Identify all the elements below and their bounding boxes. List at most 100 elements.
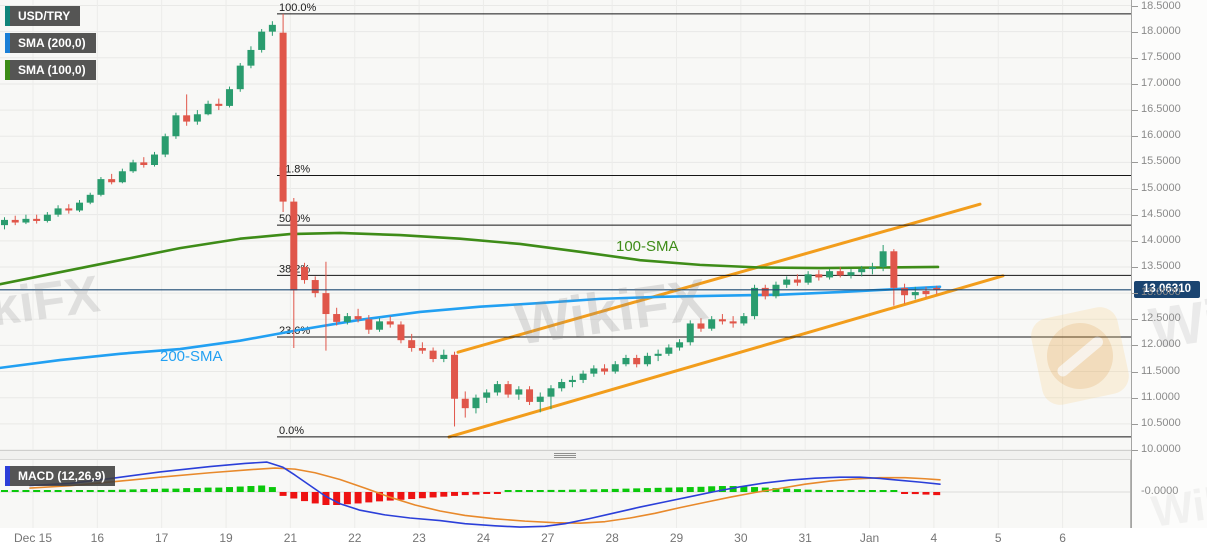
candle-body: [215, 103, 223, 106]
candle-body: [568, 379, 576, 383]
price-chart-plot[interactable]: 100.0%61.8%50.0%38.2%23.6%0.0%: [0, 0, 1131, 450]
legend-sma100[interactable]: SMA (100,0): [5, 60, 96, 80]
candle-body: [922, 291, 930, 295]
macd-histogram-bar: [686, 487, 694, 492]
divider-grip-icon[interactable]: [554, 452, 576, 458]
sma100-label: 100-SMA: [616, 238, 679, 255]
fib-label: 61.8%: [279, 163, 310, 175]
macd-histogram-bar: [161, 488, 169, 492]
macd-axis-label: -0.0000: [1141, 485, 1179, 497]
axis-tick: [1132, 345, 1138, 347]
macd-plot[interactable]: [0, 460, 1130, 528]
price-tick-label: 14.0000: [1141, 233, 1181, 246]
macd-histogram-bar: [751, 487, 759, 492]
axis-tick: [1132, 162, 1138, 164]
axis-tick: [1132, 240, 1138, 242]
macd-histogram-bar: [590, 489, 598, 492]
candle-body: [204, 103, 212, 115]
price-axis[interactable]: 13.06310 -0.0000 18.5000 18.0000 17.5000 17…: [1131, 0, 1207, 528]
candle-body: [258, 31, 266, 50]
macd-pane[interactable]: [0, 460, 1131, 529]
time-tick-label: 31: [798, 531, 812, 545]
legend-sma200[interactable]: SMA (200,0): [5, 33, 96, 53]
macd-histogram-bar: [236, 486, 244, 492]
fib-label: 100.0%: [279, 2, 317, 14]
candle-body: [183, 115, 191, 122]
macd-histogram-bar: [547, 489, 555, 492]
macd-histogram-bar: [129, 489, 137, 492]
indicator-line[interactable]: [0, 285, 942, 370]
axis-tick: [1132, 266, 1138, 268]
macd-histogram-bar: [568, 489, 576, 492]
macd-histogram-bar: [108, 489, 116, 492]
indicator-line[interactable]: [29, 461, 941, 528]
macd-histogram-bar: [408, 492, 416, 500]
macd-histogram-bar: [301, 492, 309, 502]
time-tick-label: Dec 15: [13, 531, 53, 545]
price-tick-label: 11.0000: [1141, 390, 1180, 403]
macd-histogram-bar: [536, 490, 544, 492]
pane-divider: [0, 450, 1131, 460]
axis-tick: [1132, 214, 1138, 216]
macd-histogram-bar: [354, 492, 362, 504]
macd-histogram-bar: [118, 489, 126, 492]
candle-body: [793, 279, 801, 283]
macd-histogram-bar: [665, 487, 673, 492]
candle-body: [86, 194, 94, 203]
macd-histogram-bar: [418, 492, 426, 499]
candle-body: [11, 219, 19, 223]
macd-histogram-bar: [729, 486, 737, 492]
candle-body: [65, 208, 73, 211]
candle-body: [354, 316, 362, 320]
legend-label: USD/TRY: [10, 6, 81, 26]
axis-tick: [1132, 397, 1138, 399]
candle-body: [76, 202, 84, 211]
candle-body: [140, 162, 148, 165]
candle-body: [526, 389, 534, 402]
macd-histogram-bar: [890, 490, 898, 492]
time-tick-label: 22: [348, 531, 362, 545]
macd-histogram-bar: [879, 490, 887, 492]
macd-histogram-bar: [804, 489, 812, 492]
candle-body: [268, 24, 276, 32]
fib-label: 0.0%: [279, 425, 304, 437]
indicator-line[interactable]: [29, 467, 941, 525]
macd-histogram-bar: [386, 492, 394, 501]
legend-macd[interactable]: MACD (12,26,9): [5, 466, 116, 486]
candle-body: [193, 114, 201, 122]
macd-histogram-bar: [815, 489, 823, 492]
legend-color-strip: [5, 60, 10, 80]
macd-histogram-bar: [740, 486, 748, 492]
macd-histogram-bar: [279, 492, 287, 496]
candle-body: [536, 396, 544, 402]
candle-body: [676, 342, 684, 348]
time-axis[interactable]: Dec 15 16 17 19 21 22 23 24 27 28 29 30 31 Jan 4 5 6: [0, 528, 1207, 548]
indicator-line[interactable]: [0, 231, 940, 286]
macd-histogram-bar: [258, 485, 266, 492]
main-price-pane[interactable]: 100.0%61.8%50.0%38.2%23.6%0.0% WikiFX Wi…: [0, 0, 1131, 450]
macd-histogram-bar: [43, 490, 51, 492]
price-tick-label: 17.5000: [1141, 50, 1181, 63]
candle-body: [504, 384, 512, 395]
candle-body: [879, 251, 887, 267]
legend-label: SMA (100,0): [10, 60, 96, 80]
legend-usdtry[interactable]: USD/TRY: [5, 6, 81, 26]
candle-body: [493, 384, 501, 393]
macd-histogram-bar: [65, 490, 73, 492]
macd-histogram-bar: [911, 492, 919, 495]
price-tick-label: 16.5000: [1141, 103, 1181, 116]
candle-body: [654, 353, 662, 356]
candle-body: [804, 274, 812, 283]
macd-histogram-bar: [429, 492, 437, 498]
macd-histogram-bar: [858, 490, 866, 492]
macd-histogram-bar: [397, 492, 405, 500]
candle-body: [279, 32, 287, 202]
candle-body: [301, 266, 309, 281]
macd-histogram-bar: [11, 490, 19, 492]
macd-histogram-bar: [86, 490, 94, 492]
trendline[interactable]: [456, 202, 982, 354]
candle-body: [108, 179, 116, 183]
axis-tick: [1132, 5, 1138, 7]
trendline[interactable]: [447, 274, 1005, 439]
